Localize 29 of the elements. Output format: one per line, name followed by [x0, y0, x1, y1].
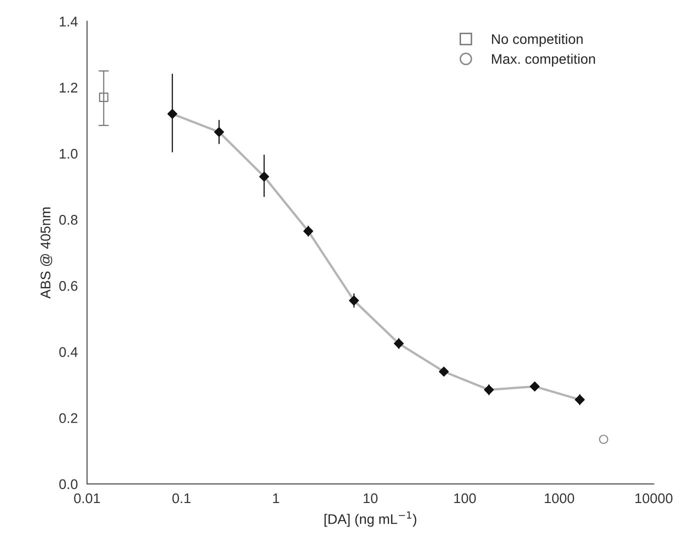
x-tick-label: 10000 — [635, 493, 672, 504]
x-tick-label: 100 — [454, 493, 476, 504]
y-axis-title: ABS @ 405nm — [40, 208, 52, 299]
y-tick-label: 1.0 — [60, 148, 78, 159]
point — [214, 127, 224, 137]
point — [167, 108, 178, 119]
y-tick-label: 0.0 — [59, 479, 78, 490]
y-tick-label: 0.6 — [59, 281, 78, 291]
point — [484, 384, 494, 395]
point — [259, 172, 270, 182]
point — [574, 394, 585, 405]
x-tick-label: 0.1 — [172, 493, 190, 504]
y-tick-label: 0.2 — [59, 413, 78, 424]
x-tick-label: 0.01 — [74, 493, 100, 504]
y-tick-label: 1.4 — [60, 16, 78, 26]
x-tick-label: 10 — [364, 493, 378, 504]
point — [303, 226, 314, 236]
y-tick-label: 1.2 — [60, 82, 78, 92]
x-axis-title: [DA] (ng mL$^{−1}$) — [324, 511, 416, 527]
point — [530, 382, 540, 392]
point — [394, 338, 404, 348]
point — [438, 366, 449, 377]
x-tick-label: 1 — [273, 494, 280, 504]
y-tick-label: 0.8 — [59, 214, 78, 225]
x-tick-label: 1000 — [544, 493, 574, 504]
y-tick-label: 0.4 — [59, 347, 78, 357]
legend-label: Max. competition — [492, 54, 595, 67]
legend-label: No competition — [492, 34, 583, 47]
point — [349, 296, 359, 306]
